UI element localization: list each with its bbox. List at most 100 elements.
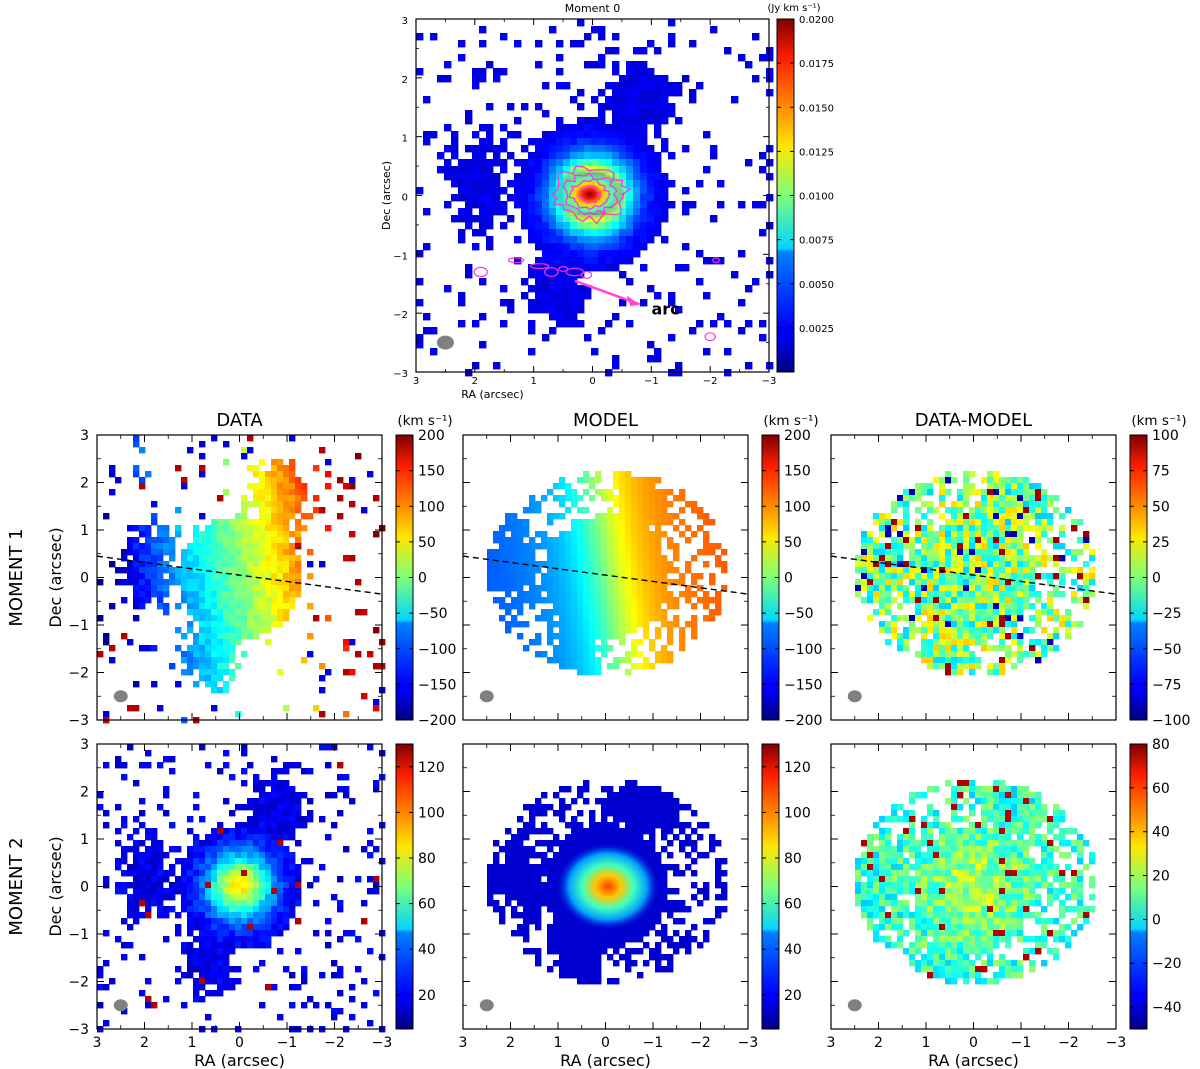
m1-model-pixel	[667, 639, 674, 646]
m2-model-pixel	[547, 930, 554, 937]
m1-resid-pixel	[867, 585, 874, 592]
m1-resid-pixel	[879, 609, 886, 616]
m2-model-pixel	[691, 858, 698, 865]
m1-model-pixel	[565, 489, 572, 496]
m1-resid-pixel	[1017, 585, 1024, 592]
m1-model-pixel	[595, 477, 602, 484]
m1-data-pixel	[271, 621, 278, 628]
m1-data-pixel	[241, 453, 248, 460]
m2-data-pixel	[229, 900, 236, 907]
m1-data-pixel	[235, 615, 242, 622]
m1-data-pixel	[127, 537, 134, 544]
m2-model-pixel	[595, 954, 602, 961]
m1-data-pixel	[187, 603, 194, 610]
m1-model-pixel	[601, 513, 608, 520]
m1-model-pixel	[535, 501, 542, 508]
m1-data-pixel	[229, 633, 236, 640]
moment0-pixel	[738, 54, 746, 62]
m2-model-pixel	[589, 930, 596, 937]
m1-data-pixel	[199, 561, 206, 568]
moment0-pixel	[416, 299, 424, 307]
moment0-pixel	[626, 61, 634, 69]
m1-data-pixel	[265, 609, 272, 616]
moment0-pixel	[486, 131, 494, 139]
m1-resid-pixel	[987, 573, 994, 580]
m1-resid-pixel	[1035, 513, 1042, 520]
m1-data-pixel	[301, 495, 308, 502]
m2-model-pixel	[547, 906, 554, 913]
m1-resid-pixel	[951, 615, 958, 622]
moment0-pixel	[570, 278, 578, 286]
m2-resid-pixel	[1005, 816, 1012, 823]
m2-data-pixel	[247, 924, 254, 931]
m1-data-pixel	[247, 537, 254, 544]
m2-data-pixel	[199, 972, 206, 979]
moment0-pixel	[710, 26, 718, 34]
moment0-pixel	[766, 89, 774, 97]
m2-data-pixel	[205, 960, 212, 967]
m1-resid-pixel	[969, 627, 976, 634]
m2-resid-pixel	[927, 804, 934, 811]
m1-resid-pixel	[999, 525, 1006, 532]
m1-resid-pixel	[951, 579, 958, 586]
m1-resid-pixel	[1023, 543, 1030, 550]
m2-data-pixel	[217, 912, 224, 919]
m2-model-pixel	[493, 906, 500, 913]
m2-model-pixel	[511, 894, 518, 901]
m1-model-pixel	[601, 609, 608, 616]
m2-resid-pixel	[1035, 792, 1042, 799]
m1-resid-pixel	[1083, 579, 1090, 586]
m1-data-pixel	[247, 465, 254, 472]
m2-model-pixel	[643, 816, 650, 823]
m2-model-pixel	[493, 888, 500, 895]
m2-data-pixel	[223, 936, 230, 943]
m1-model-pixel	[643, 597, 650, 604]
m1-model-pixel	[613, 549, 620, 556]
m1-data-pixel	[307, 561, 314, 568]
m1-data-pixel	[169, 543, 176, 550]
m1-data-pixel	[277, 597, 284, 604]
m1-data-pixel	[289, 573, 296, 580]
m1-resid-pixel	[939, 549, 946, 556]
m1-resid-pixel	[921, 513, 928, 520]
m1-resid-pixel	[867, 555, 874, 562]
m1-resid-pixel	[891, 537, 898, 544]
m1-resid-pixel	[897, 585, 904, 592]
m1-resid-pixel	[1053, 561, 1060, 568]
moment0-pixel	[633, 166, 641, 174]
moment0-pixel	[619, 201, 627, 209]
m2-resid-pixel	[999, 792, 1006, 799]
moment0-pixel	[556, 173, 564, 181]
m2-data-pixel	[199, 900, 206, 907]
m1-resid-pixel	[861, 531, 868, 538]
m2-resid-pixel	[933, 822, 940, 829]
m1-data-pixel	[259, 531, 266, 538]
m2-resid-pixel	[879, 816, 886, 823]
m1-model-pixel	[667, 621, 674, 628]
m2-data-pixel	[301, 1002, 308, 1009]
m1-model-pixel	[559, 495, 566, 502]
m2-data-pixel	[319, 744, 326, 751]
moment0-pixel	[486, 194, 494, 202]
m2-data-pixel	[277, 822, 284, 829]
m2-data-pixel	[145, 828, 152, 835]
m2-model-pixel	[625, 792, 632, 799]
moment0-pixel	[444, 145, 452, 153]
m1-data-pixel	[343, 669, 350, 676]
m2-model-pixel	[559, 816, 566, 823]
m1-resid-pixel	[1035, 525, 1042, 532]
m1-model-pixel	[661, 567, 668, 574]
m1-resid-pixel	[957, 645, 964, 652]
m1-resid-pixel	[939, 567, 946, 574]
moment0-pixel	[626, 222, 634, 230]
m1-data-pixel	[271, 597, 278, 604]
m2-data-pixel	[199, 888, 206, 895]
m1-resid-pixel	[1035, 597, 1042, 604]
m2-data-pixel	[295, 798, 302, 805]
m1-resid-pixel	[1047, 633, 1054, 640]
moment0-pixel	[612, 68, 620, 76]
m1-data-pixel	[241, 603, 248, 610]
m2-model-pixel	[649, 828, 656, 835]
m2-data-pixel	[265, 846, 272, 853]
m2-model-pixel	[643, 942, 650, 949]
